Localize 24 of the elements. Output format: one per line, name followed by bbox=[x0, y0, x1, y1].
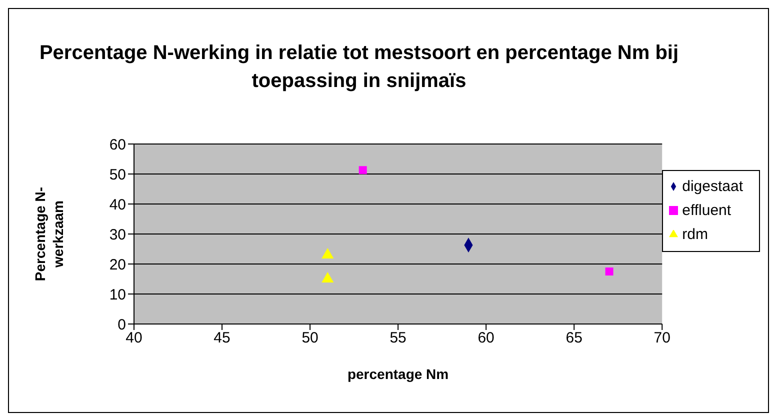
point bbox=[358, 166, 367, 174]
chart-title: Percentage N-werking in relatie tot mestsoort en percentage Nm bij toepassing in snijmaïs bbox=[38, 41, 680, 94]
point bbox=[605, 268, 614, 276]
point bbox=[322, 272, 334, 283]
x-tick-label: 55 bbox=[390, 330, 406, 347]
x-tick-label: 50 bbox=[302, 330, 318, 347]
y-tick-label: 20 bbox=[109, 256, 126, 274]
y-tick-label: 50 bbox=[109, 166, 126, 184]
x-axis-title: percentage Nm bbox=[347, 366, 449, 382]
y-axis-title: Percentage N-werkzaam bbox=[31, 186, 67, 284]
legend-label: effluent bbox=[682, 202, 732, 218]
point bbox=[322, 248, 334, 259]
legend-label: digestaat bbox=[682, 178, 743, 194]
y-tick-label: 10 bbox=[109, 286, 126, 304]
x-tick-label: 60 bbox=[478, 330, 494, 347]
y-tick-label: 40 bbox=[109, 196, 126, 214]
y-tick-label: 0 bbox=[118, 316, 126, 334]
y-tick-label: 60 bbox=[109, 136, 126, 154]
y-tick-label: 30 bbox=[109, 226, 126, 244]
legend-label: rdm bbox=[682, 226, 708, 242]
x-tick-label: 40 bbox=[126, 330, 142, 347]
x-tick-label: 70 bbox=[654, 330, 670, 347]
x-tick-label: 45 bbox=[214, 330, 230, 347]
x-tick-label: 65 bbox=[566, 330, 582, 347]
